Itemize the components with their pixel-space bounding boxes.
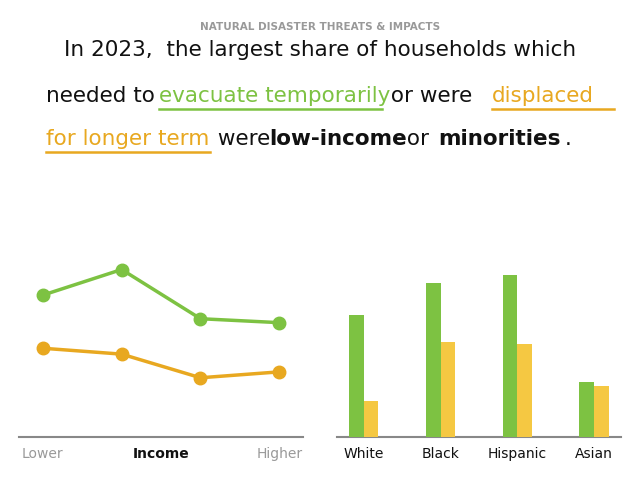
Text: low-income: low-income bbox=[269, 129, 406, 149]
Text: .: . bbox=[564, 129, 572, 149]
Text: displaced: displaced bbox=[492, 86, 593, 106]
Text: were: were bbox=[211, 129, 277, 149]
Bar bbox=[502, 276, 517, 437]
Text: for longer term: for longer term bbox=[46, 129, 209, 149]
Text: NATURAL DISASTER THREATS & IMPACTS: NATURAL DISASTER THREATS & IMPACTS bbox=[200, 22, 440, 32]
Text: minorities: minorities bbox=[438, 129, 561, 149]
Text: In 2023,  the largest share of households which: In 2023, the largest share of households… bbox=[64, 40, 576, 60]
Text: or: or bbox=[400, 129, 436, 149]
Bar bbox=[579, 382, 594, 437]
Text: or were: or were bbox=[384, 86, 479, 106]
Bar bbox=[364, 401, 378, 437]
Bar bbox=[426, 283, 440, 437]
Bar bbox=[517, 344, 532, 437]
Text: evacuate temporarily: evacuate temporarily bbox=[159, 86, 390, 106]
Text: needed to: needed to bbox=[46, 86, 162, 106]
Bar bbox=[594, 385, 609, 437]
Bar bbox=[349, 315, 364, 437]
Bar bbox=[440, 342, 455, 437]
